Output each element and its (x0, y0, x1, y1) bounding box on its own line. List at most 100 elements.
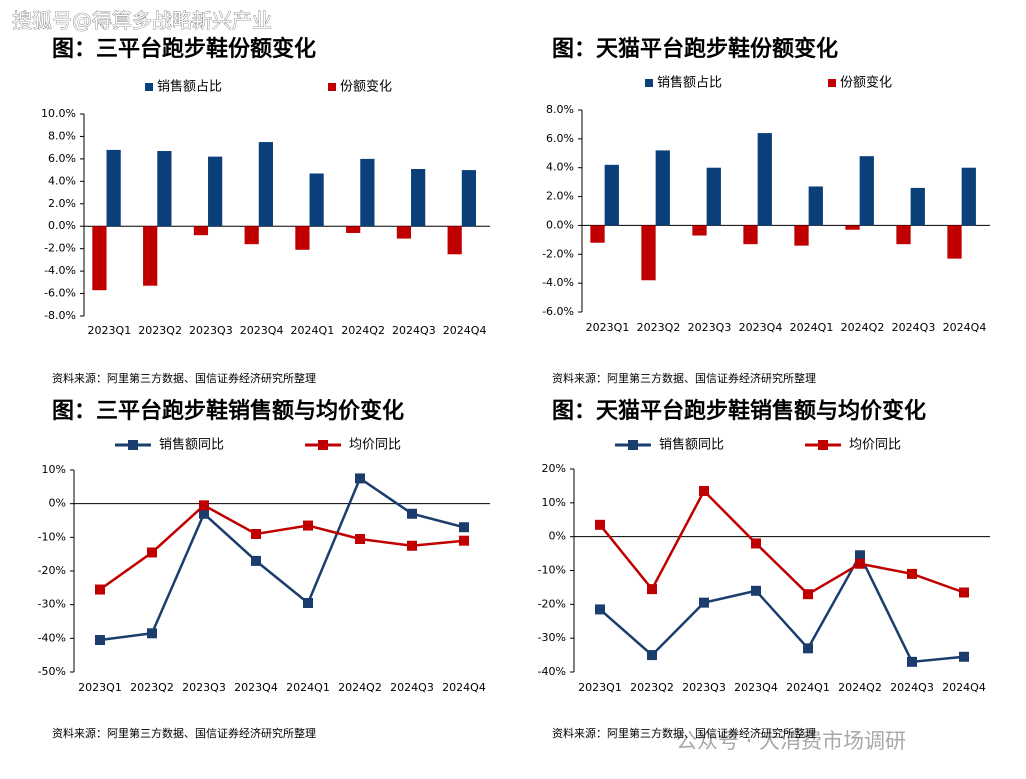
x-tick-label: 2023Q4 (234, 681, 278, 694)
source-note: 资料来源：阿里第三方数据、国信证券经济研究所整理 (52, 371, 316, 385)
bar (346, 226, 361, 233)
x-tick-label: 2023Q1 (586, 321, 630, 334)
y-tick-label: 0.0% (546, 218, 574, 231)
y-tick-label: -2.0% (44, 242, 76, 255)
line (99, 503, 465, 591)
marker (907, 656, 917, 667)
bar (859, 156, 874, 226)
chart-title: 图：天猫平台跑步鞋销售额与均价变化 (552, 398, 926, 424)
x-tick-label: 2024Q3 (392, 324, 436, 337)
marker (459, 522, 469, 533)
marker (907, 568, 917, 579)
y-tick-label: -20% (538, 597, 566, 610)
marker (251, 528, 261, 539)
watermark: 搜狐号@得算多战略新兴产业 (12, 9, 272, 33)
bar (411, 168, 426, 227)
y-tick-label: 4.0% (48, 174, 76, 187)
x-tick-label: 2024Q1 (786, 681, 830, 694)
marker (407, 540, 417, 551)
bar (794, 225, 809, 246)
bar (92, 226, 107, 291)
x-tick-label: 2023Q1 (88, 324, 132, 337)
chart-title: 图：三平台跑步鞋销售额与均价变化 (52, 398, 404, 424)
legend-swatch (328, 83, 336, 91)
legend-label: 销售额同比 (659, 437, 724, 453)
y-tick-label: -10% (538, 564, 566, 577)
y-tick-label: -40% (538, 665, 566, 678)
y-tick-label: -30% (38, 598, 66, 611)
x-tick-label: 2023Q3 (189, 324, 233, 337)
x-tick-label: 2023Q2 (637, 321, 681, 334)
bar (706, 167, 721, 226)
x-tick-label: 2024Q1 (286, 681, 330, 694)
marker (699, 597, 709, 608)
y-tick-label: 6.0% (546, 132, 574, 145)
marker (303, 520, 313, 531)
bar (604, 164, 619, 226)
y-tick-label: 4.0% (546, 161, 574, 174)
legend-label: 均价同比 (349, 438, 401, 453)
bar (244, 226, 259, 245)
x-tick-label: 2023Q1 (78, 681, 122, 694)
marker (959, 651, 969, 662)
y-tick-label: 8.0% (48, 129, 76, 142)
marker (595, 519, 605, 530)
y-tick-label: -6.0% (44, 287, 76, 300)
marker (803, 643, 813, 654)
y-tick-label: -4.0% (542, 276, 574, 289)
marker (959, 587, 969, 598)
bar (461, 170, 476, 227)
bar (106, 149, 121, 227)
x-tick-label: 2024Q1 (790, 321, 834, 334)
y-tick-label: 0% (49, 497, 66, 510)
marker (855, 558, 865, 569)
y-tick-label: -50% (38, 665, 66, 678)
marker (407, 508, 417, 519)
y-tick-label: -6.0% (542, 305, 574, 318)
bar (896, 225, 911, 245)
marker (95, 584, 105, 595)
y-tick-label: 2.0% (48, 197, 76, 210)
bar (360, 158, 375, 227)
watermark: 公众号 · 大消费市场调研 (676, 729, 906, 753)
bar (641, 225, 656, 281)
legend-swatch (145, 83, 153, 91)
marker (303, 597, 313, 608)
y-tick-label: -30% (538, 631, 566, 644)
y-tick-label: 10% (42, 463, 66, 476)
marker (751, 538, 761, 549)
line (599, 552, 965, 664)
line (599, 488, 965, 596)
marker (147, 547, 157, 558)
x-tick-label: 2024Q4 (443, 324, 487, 337)
marker (855, 550, 865, 561)
marker (251, 555, 261, 566)
source-note: 资料来源：阿里第三方数据、国信证券经济研究所整理 (552, 371, 816, 385)
y-tick-label: -20% (38, 564, 66, 577)
marker (95, 635, 105, 646)
x-tick-label: 2024Q1 (291, 324, 335, 337)
x-tick-label: 2023Q3 (182, 681, 226, 694)
legend-label: 份额变化 (840, 75, 892, 91)
legend-marker (128, 440, 138, 450)
y-tick-label: 8.0% (546, 103, 574, 116)
x-tick-label: 2023Q2 (630, 681, 674, 694)
legend-label: 销售额同比 (159, 437, 224, 453)
line (99, 476, 465, 642)
bar (208, 156, 223, 227)
legend-marker (818, 440, 828, 450)
legend-label: 均价同比 (849, 438, 901, 453)
legend-label: 份额变化 (340, 79, 392, 95)
bar (309, 173, 324, 227)
chart-title: 图：三平台跑步鞋份额变化 (52, 36, 316, 62)
marker (647, 584, 657, 595)
y-tick-label: 0.0% (48, 219, 76, 232)
x-tick-label: 2023Q4 (240, 324, 284, 337)
y-tick-label: 6.0% (48, 152, 76, 165)
marker (595, 604, 605, 615)
bar (143, 226, 158, 286)
bar (757, 133, 772, 226)
legend-marker (318, 440, 328, 450)
bar (743, 225, 758, 245)
